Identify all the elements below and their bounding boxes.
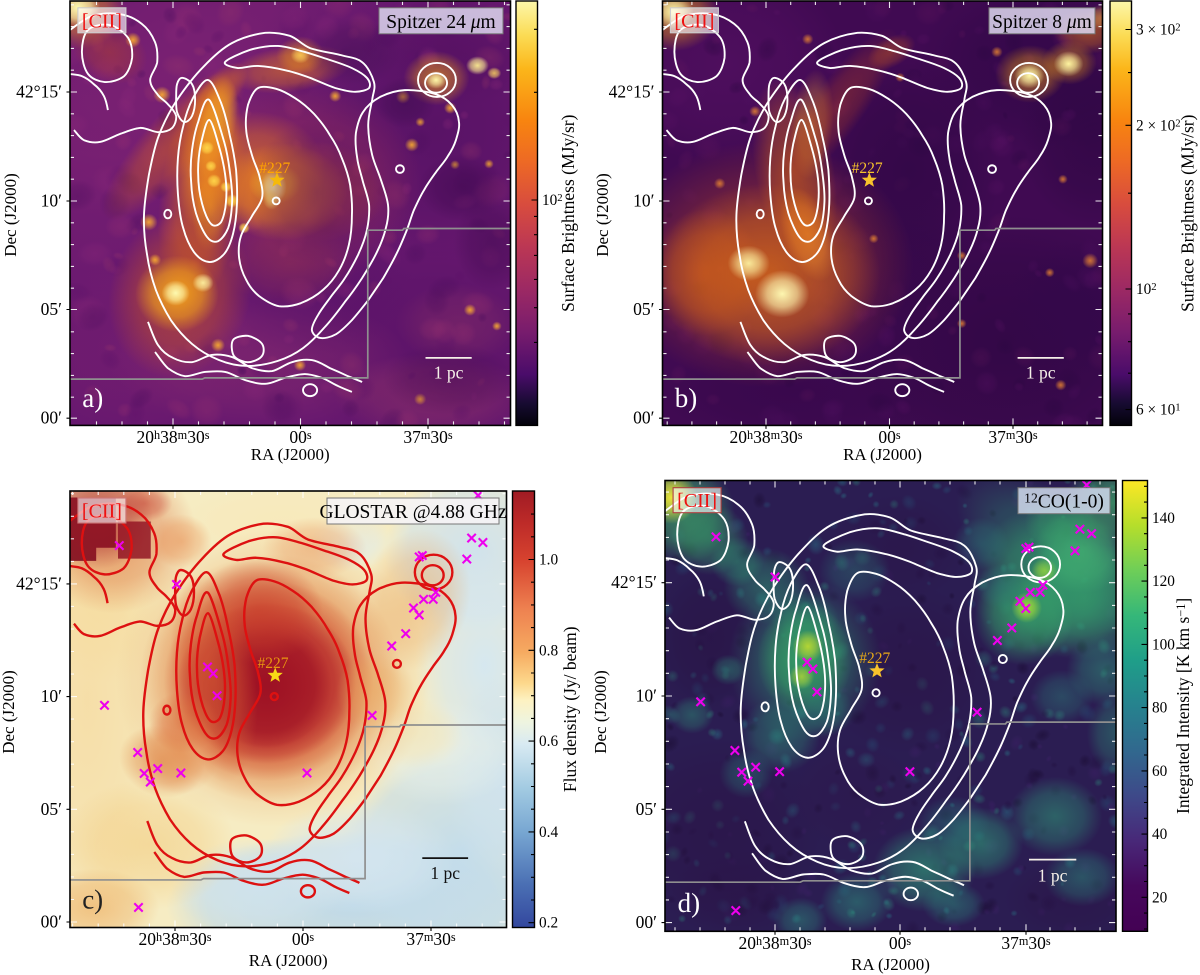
svg-text:Dec (J2000): Dec (J2000) [591, 670, 610, 754]
svg-text:Dec (J2000): Dec (J2000) [593, 173, 612, 257]
svg-text:b): b) [675, 383, 698, 413]
svg-text:05′: 05′ [636, 799, 657, 819]
svg-text:1 pc: 1 pc [430, 863, 460, 883]
svg-text:10′: 10′ [633, 191, 654, 211]
svg-text:05′: 05′ [633, 299, 654, 319]
svg-text:10′: 10′ [41, 191, 62, 211]
svg-text:RA (J2000): RA (J2000) [251, 445, 330, 464]
svg-text:0.8: 0.8 [539, 642, 558, 659]
svg-text:Flux density (Jy/ beam): Flux density (Jy/ beam) [560, 626, 580, 792]
svg-text:20h38m30s: 20h38m30s [137, 427, 210, 447]
svg-text:[CII]: [CII] [82, 10, 122, 32]
svg-text:[CII]: [CII] [677, 490, 717, 512]
svg-text:05′: 05′ [41, 799, 62, 819]
svg-text:c): c) [82, 885, 103, 915]
svg-text:#227: #227 [258, 655, 289, 672]
svg-text:a): a) [82, 383, 103, 413]
svg-text:#227: #227 [859, 650, 890, 667]
svg-text:[CII]: [CII] [674, 10, 714, 32]
svg-text:05′: 05′ [41, 299, 62, 319]
svg-text:1.0: 1.0 [539, 552, 558, 569]
svg-text:37m30s: 37m30s [1001, 933, 1051, 953]
svg-text:1 pc: 1 pc [1038, 865, 1068, 885]
svg-text:Integrated Intensity [K km s−1: Integrated Intensity [K km s−1] [1173, 598, 1193, 814]
svg-text:60: 60 [1152, 763, 1168, 780]
svg-text:20h38m30s: 20h38m30s [739, 933, 812, 953]
svg-text:GLOSTAR @4.88 GHz: GLOSTAR @4.88 GHz [319, 502, 506, 523]
svg-text:RA (J2000): RA (J2000) [851, 955, 930, 974]
svg-text:37m30s: 37m30s [406, 929, 456, 949]
svg-text:Dec (J2000): Dec (J2000) [0, 670, 18, 754]
svg-text:42°15′: 42°15′ [16, 82, 62, 102]
svg-text:00′: 00′ [41, 408, 62, 428]
svg-text:RA (J2000): RA (J2000) [843, 445, 922, 464]
svg-text:00′: 00′ [633, 408, 654, 428]
svg-text:10′: 10′ [636, 686, 657, 706]
svg-text:100: 100 [1152, 636, 1175, 653]
svg-text:80: 80 [1152, 700, 1168, 717]
svg-text:42°15′: 42°15′ [16, 573, 62, 593]
svg-text:Surface Brightness (MJy/sr): Surface Brightness (MJy/sr) [1178, 114, 1198, 312]
svg-text:42°15′: 42°15′ [609, 82, 655, 102]
svg-text:40: 40 [1152, 826, 1168, 843]
svg-text:RA (J2000): RA (J2000) [249, 951, 328, 970]
svg-text:140: 140 [1152, 510, 1175, 527]
svg-text:Spitzer 8 μm: Spitzer 8 μm [992, 12, 1092, 33]
svg-text:00s: 00s [292, 929, 315, 949]
svg-text:#227: #227 [852, 160, 883, 177]
svg-text:00s: 00s [289, 427, 312, 447]
svg-text:37m30s: 37m30s [403, 427, 453, 447]
svg-text:d): d) [678, 888, 701, 918]
svg-text:0.4: 0.4 [539, 824, 558, 841]
svg-text:00′: 00′ [636, 912, 657, 932]
svg-text:00s: 00s [889, 933, 912, 953]
svg-text:0.2: 0.2 [539, 915, 558, 932]
svg-text:20h38m30s: 20h38m30s [730, 427, 803, 447]
svg-text:0.6: 0.6 [539, 733, 558, 750]
svg-text:00′: 00′ [41, 912, 62, 932]
svg-text:Spitzer 24 μm: Spitzer 24 μm [386, 12, 495, 33]
svg-text:[CII]: [CII] [82, 501, 122, 523]
svg-text:12CO(1-0): 12CO(1-0) [1024, 491, 1104, 513]
svg-text:37m30s: 37m30s [988, 427, 1038, 447]
svg-text:#227: #227 [259, 160, 290, 177]
svg-text:20h38m30s: 20h38m30s [139, 929, 212, 949]
svg-text:20: 20 [1152, 889, 1168, 906]
svg-text:3 × 102: 3 × 102 [1136, 22, 1181, 39]
svg-text:Surface Brightness (MJy/sr): Surface Brightness (MJy/sr) [558, 114, 578, 312]
svg-text:10′: 10′ [41, 686, 62, 706]
svg-text:1 pc: 1 pc [1026, 363, 1056, 383]
svg-text:Dec (J2000): Dec (J2000) [1, 173, 20, 257]
svg-text:120: 120 [1152, 573, 1175, 590]
svg-text:6 × 101: 6 × 101 [1136, 402, 1181, 419]
svg-text:42°15′: 42°15′ [611, 572, 657, 592]
svg-text:00s: 00s [878, 427, 901, 447]
svg-text:1 pc: 1 pc [434, 363, 464, 383]
svg-text:2 × 102: 2 × 102 [1136, 117, 1181, 134]
